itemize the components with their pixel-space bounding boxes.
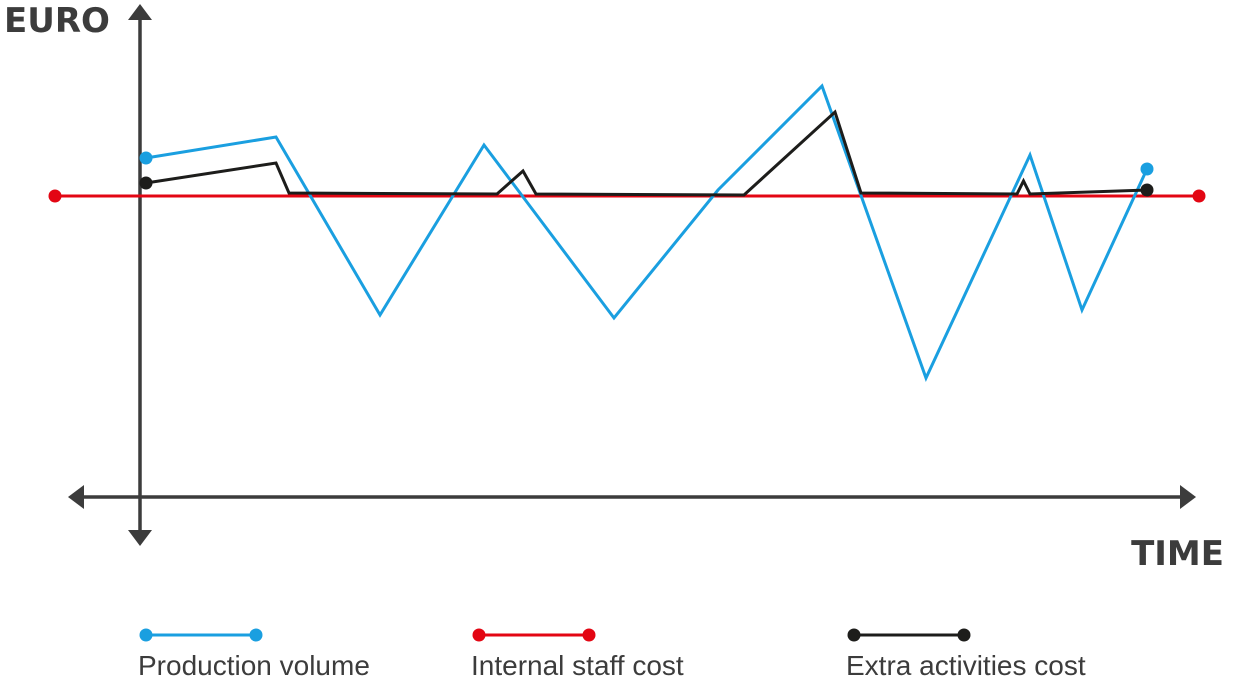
series-endpoint-production-volume-start <box>139 151 153 165</box>
y-axis-bottom-arrow <box>128 530 152 546</box>
series-endpoint-extra-activities-cost-start <box>139 176 153 190</box>
series-line-production-volume <box>145 83 1149 382</box>
x-axis <box>68 485 1196 509</box>
legend-label-production-volume: Production volume <box>138 650 370 681</box>
series-layer <box>48 83 1206 382</box>
x-axis-right-arrow <box>1180 485 1196 509</box>
legend-swatch-internal-staff-cost <box>472 628 596 642</box>
series-endpoint-extra-activities-cost-end <box>1140 183 1154 197</box>
x-axis-title: TIME <box>1131 534 1224 574</box>
x-axis-left-arrow <box>68 485 84 509</box>
legend-swatch-production-volume <box>139 628 263 642</box>
legend-label-extra-activities-cost: Extra activities cost <box>846 650 1086 681</box>
series-line-extra-activities-cost <box>145 109 1148 197</box>
series-endpoint-internal-staff-cost-end <box>1192 189 1206 203</box>
series-endpoint-internal-staff-cost-start <box>48 189 62 203</box>
y-axis <box>128 4 152 546</box>
y-axis-top-arrow <box>128 4 152 20</box>
legend-swatch-extra-activities-cost <box>847 628 971 642</box>
series-endpoint-production-volume-end <box>1140 162 1154 176</box>
legend-label-internal-staff-cost: Internal staff cost <box>471 650 684 681</box>
y-axis-title: EURO <box>4 1 110 41</box>
